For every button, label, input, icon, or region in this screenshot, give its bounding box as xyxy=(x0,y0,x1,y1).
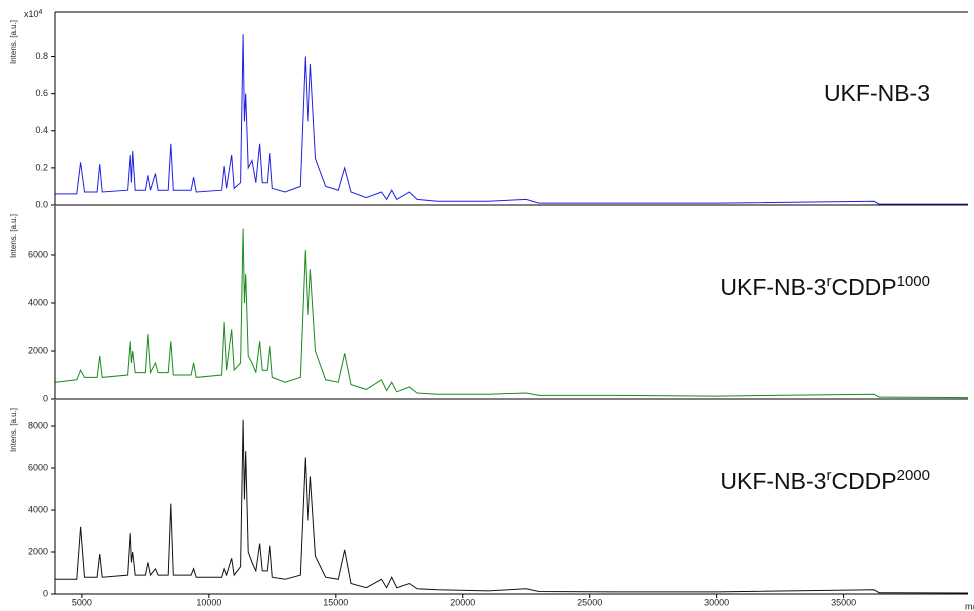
x-tick-label: 30000 xyxy=(704,597,729,607)
y-axis-label: Intens. [a.u.] xyxy=(9,20,18,64)
y-multiplier: x104 xyxy=(24,9,43,20)
label-text: UKF-NB-3 xyxy=(720,274,826,300)
y-tick-label: 4000 xyxy=(28,504,48,514)
y-tick-label: 0.4 xyxy=(35,125,48,135)
y-axis-label: Intens. [a.u.] xyxy=(9,408,18,452)
label-text: CDDP xyxy=(831,274,896,300)
x-tick-label: 10000 xyxy=(196,597,221,607)
sample-label: UKF-NB-3rCDDP1000 xyxy=(720,273,930,300)
label-superscript: r xyxy=(826,273,831,290)
x-tick-label: 20000 xyxy=(450,597,475,607)
y-axis-label: Intens. [a.u.] xyxy=(9,214,18,258)
label-superscript: 2000 xyxy=(897,467,930,484)
label-superscript: r xyxy=(826,467,831,484)
y-tick-label: 6000 xyxy=(28,249,48,259)
x-axis-label: m/z xyxy=(965,601,974,611)
spectrum-line xyxy=(55,34,968,205)
sample-label: UKF-NB-3 xyxy=(824,80,930,106)
multiplier-exponent: 4 xyxy=(39,9,43,16)
y-tick-label: 4000 xyxy=(28,297,48,307)
label-superscript: 1000 xyxy=(897,273,930,290)
y-tick-label: 2000 xyxy=(28,345,48,355)
x-tick-label: 5000 xyxy=(72,597,92,607)
y-tick-label: 0.6 xyxy=(35,88,48,98)
label-text: CDDP xyxy=(831,468,896,494)
x-tick-label: 25000 xyxy=(577,597,602,607)
y-tick-label: 0.8 xyxy=(35,51,48,61)
x-tick-label: 15000 xyxy=(323,597,348,607)
label-text: UKF-NB-3 xyxy=(720,468,826,494)
y-tick-label: 6000 xyxy=(28,462,48,472)
y-tick-label: 0.2 xyxy=(35,162,48,172)
y-tick-label: 0.0 xyxy=(35,199,48,209)
spectrum-line xyxy=(55,228,969,399)
y-tick-label: 2000 xyxy=(28,546,48,556)
y-tick-label: 0 xyxy=(43,393,48,403)
x-tick-label: 35000 xyxy=(831,597,856,607)
y-tick-label: 0 xyxy=(43,588,48,598)
y-tick-label: 8000 xyxy=(28,420,48,430)
multiplier-base: x10 xyxy=(24,9,39,19)
spectrum-line xyxy=(55,419,969,594)
label-text: UKF-NB-3 xyxy=(824,80,930,106)
sample-label: UKF-NB-3rCDDP2000 xyxy=(720,467,930,494)
